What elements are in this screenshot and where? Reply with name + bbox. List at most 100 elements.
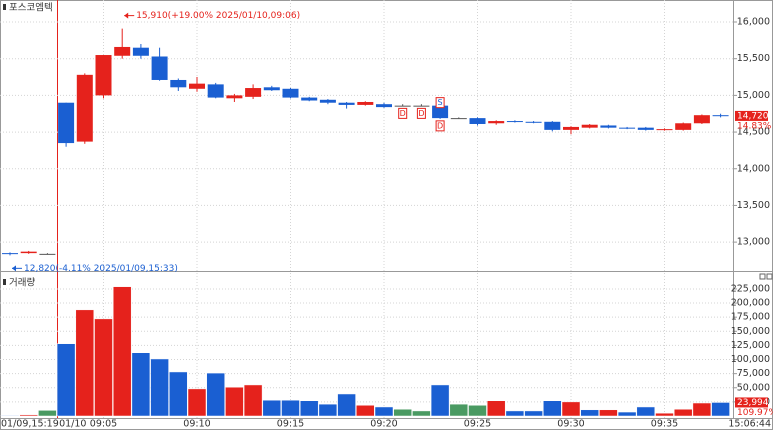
candle-body <box>450 118 467 120</box>
volume-bar <box>94 318 113 417</box>
x-tick-label: 01/10 <box>59 419 86 430</box>
candle-body <box>39 253 56 255</box>
y-tick-label: 16,000 <box>737 17 770 28</box>
candle-body <box>637 127 654 130</box>
signal-label: D <box>400 109 406 118</box>
annotation: 15,910(+19.00% 2025/01/10,09:06) <box>136 11 300 21</box>
candle-body <box>20 251 37 254</box>
y-tick-label: 50,000 <box>737 382 770 393</box>
y-tick-label: 13,500 <box>737 200 770 211</box>
volume-bar <box>524 410 543 417</box>
volume-bar <box>655 412 674 417</box>
candle-body <box>95 55 112 96</box>
last-volume-box <box>735 397 768 408</box>
volume-bar <box>561 401 581 417</box>
volume-bar <box>393 408 412 417</box>
y-tick-label: 14,500 <box>737 127 770 138</box>
x-tick-label: 09:05 <box>90 419 117 430</box>
candle-body <box>76 74 93 142</box>
candle-body <box>2 253 18 255</box>
candle-body <box>189 83 205 89</box>
volume-bar <box>692 402 712 417</box>
panel-icon <box>3 4 6 10</box>
last-price-label: 14,720 <box>737 111 769 121</box>
x-tick-label: 09:10 <box>183 419 210 430</box>
volume-bar <box>599 409 618 417</box>
candle-body <box>544 121 561 130</box>
y-tick-label: 13,000 <box>737 237 770 248</box>
candle-body <box>432 105 449 119</box>
candle-body <box>712 115 729 117</box>
volume-bar <box>636 406 656 417</box>
candle-body <box>263 87 280 91</box>
volume-bar <box>169 371 188 417</box>
x-tick-label: 09:25 <box>464 419 491 430</box>
candle-body <box>563 126 579 130</box>
panel-icon <box>3 279 6 285</box>
signal-label: D <box>418 109 424 118</box>
candle-body <box>693 115 710 124</box>
y-tick-label: 15,500 <box>737 53 770 64</box>
volume-bar <box>337 393 356 417</box>
volume-bar <box>449 403 469 417</box>
y-tick-label: 14,000 <box>737 163 770 174</box>
volume-panel-title: 거래량 <box>9 277 35 289</box>
last-ratio-label: 109.97% <box>737 408 773 418</box>
signal-box <box>435 97 445 109</box>
candle-body <box>207 84 224 98</box>
x-tick-label: 09:35 <box>651 419 678 430</box>
panel-button[interactable] <box>759 273 766 280</box>
volume-bar <box>112 286 132 417</box>
volume-bar <box>56 343 76 417</box>
candle-body <box>413 105 430 107</box>
candle-body <box>151 56 168 80</box>
volume-bar <box>430 384 450 417</box>
volume-bar <box>19 414 38 417</box>
y-tick-label: 175,000 <box>731 312 770 323</box>
candle-body <box>170 79 187 88</box>
volume-bar <box>711 402 730 417</box>
signal-box <box>435 120 445 132</box>
volume-bar <box>38 410 57 417</box>
candle-body <box>675 123 692 130</box>
candle-body <box>338 102 355 105</box>
candle-body <box>581 124 598 128</box>
last-volume-label: 23,994 <box>737 398 769 408</box>
volume-bar <box>617 411 637 417</box>
x-end-label: 15:06:44 <box>728 419 771 430</box>
volume-bar <box>0 415 20 417</box>
candle-body <box>600 125 617 128</box>
volume-bar <box>225 386 244 417</box>
volume-bar <box>206 372 225 417</box>
volume-bar <box>486 400 506 417</box>
candle-body <box>282 88 299 98</box>
volume-bar <box>318 403 338 417</box>
x-tick-label: 09:15 <box>277 419 304 430</box>
candle-body <box>226 95 243 99</box>
panel-button[interactable] <box>766 273 773 280</box>
volume-bar <box>187 388 207 417</box>
volume-bar <box>543 400 562 417</box>
candle-body <box>619 127 636 129</box>
x-tick-label: 01/09,15:19 <box>1 419 59 430</box>
signal-label: S <box>438 98 443 107</box>
candle-body <box>394 105 411 107</box>
volume-bar <box>262 399 282 417</box>
signal-label: D <box>437 121 443 130</box>
volume-bar <box>243 384 263 417</box>
annotation-arrowhead <box>124 12 129 19</box>
y-tick-label: 100,000 <box>731 354 770 365</box>
annotation: 12,820(-4.11% 2025/01/09,15:33) <box>24 264 178 274</box>
candle-body <box>525 121 542 123</box>
candle-body <box>245 88 262 97</box>
candle-body <box>301 97 318 101</box>
y-tick-label: 125,000 <box>731 340 770 351</box>
candle-body <box>58 102 75 144</box>
candle-body <box>656 129 673 131</box>
annotation-arrowhead <box>12 265 16 272</box>
volume-bar <box>505 410 525 417</box>
signal-box <box>398 107 408 119</box>
candle-body <box>469 118 486 124</box>
y-tick-label: 225,000 <box>731 283 770 294</box>
